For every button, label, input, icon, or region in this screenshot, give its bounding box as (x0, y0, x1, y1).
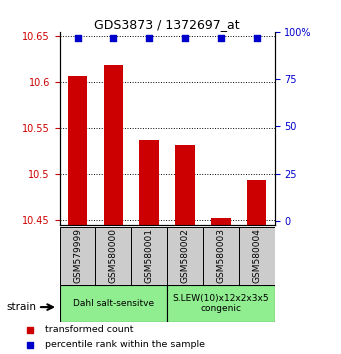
Point (218, 35, 223, 40)
Text: strain: strain (7, 302, 37, 312)
Text: GSM580001: GSM580001 (145, 228, 154, 283)
Text: S.LEW(10)x12x2x3x5
congenic: S.LEW(10)x12x2x3x5 congenic (173, 294, 269, 313)
Bar (139, 140, 159, 225)
Text: GSM580004: GSM580004 (252, 228, 261, 283)
Bar (203, 227, 239, 285)
Text: GSM579999: GSM579999 (73, 228, 82, 283)
Bar (68, 76, 87, 225)
Point (110, 35, 116, 40)
Point (146, 35, 152, 40)
Bar (175, 145, 195, 225)
Bar (211, 218, 231, 225)
Bar (247, 180, 266, 225)
Text: GSM580002: GSM580002 (180, 228, 190, 283)
Text: GSM580003: GSM580003 (216, 228, 225, 283)
Bar (167, 285, 275, 322)
Text: Dahl salt-sensitve: Dahl salt-sensitve (73, 299, 154, 308)
Title: GDS3873 / 1372697_at: GDS3873 / 1372697_at (94, 18, 240, 31)
Bar (60, 285, 167, 322)
Bar (104, 65, 123, 225)
Point (182, 35, 188, 40)
Bar (60, 227, 95, 285)
Bar (239, 227, 275, 285)
Point (254, 35, 259, 40)
Bar (95, 227, 131, 285)
Text: GSM580000: GSM580000 (109, 228, 118, 283)
Text: transformed count: transformed count (45, 325, 134, 334)
Text: percentile rank within the sample: percentile rank within the sample (45, 340, 205, 349)
Bar (167, 227, 203, 285)
Bar (131, 227, 167, 285)
Point (75, 35, 80, 40)
